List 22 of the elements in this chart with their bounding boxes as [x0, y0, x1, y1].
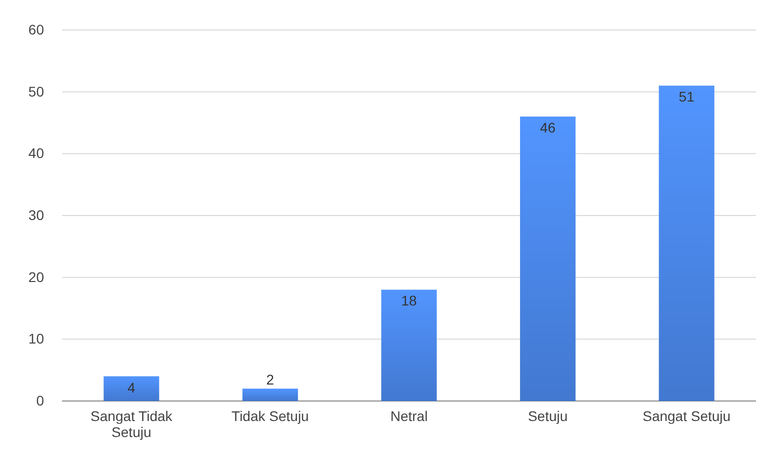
y-tick-label: 10 [28, 330, 44, 347]
x-tick-label: Sangat Setuju [642, 408, 731, 424]
x-tick-label: Tidak Setuju [232, 408, 309, 424]
y-tick-label: 30 [28, 206, 44, 223]
bar [658, 86, 714, 401]
x-tick-label: Setuju [528, 408, 568, 424]
y-tick-label: 50 [28, 83, 44, 100]
y-tick-label: 40 [28, 145, 44, 162]
x-tick-label: Sangat Tidak Setuju [90, 408, 174, 440]
bar [520, 116, 576, 401]
x-tick-label: Netral [390, 408, 428, 424]
y-tick-label: 0 [36, 392, 44, 408]
data-label: 4 [128, 379, 136, 396]
data-label: 2 [266, 372, 274, 388]
bar [242, 388, 298, 401]
data-label: 46 [540, 120, 556, 136]
data-label: 18 [401, 292, 417, 309]
y-tick-label: 20 [28, 268, 44, 285]
bar [104, 376, 160, 401]
data-label: 51 [678, 88, 695, 105]
bar [381, 290, 437, 401]
y-tick-label: 60 [28, 21, 44, 38]
